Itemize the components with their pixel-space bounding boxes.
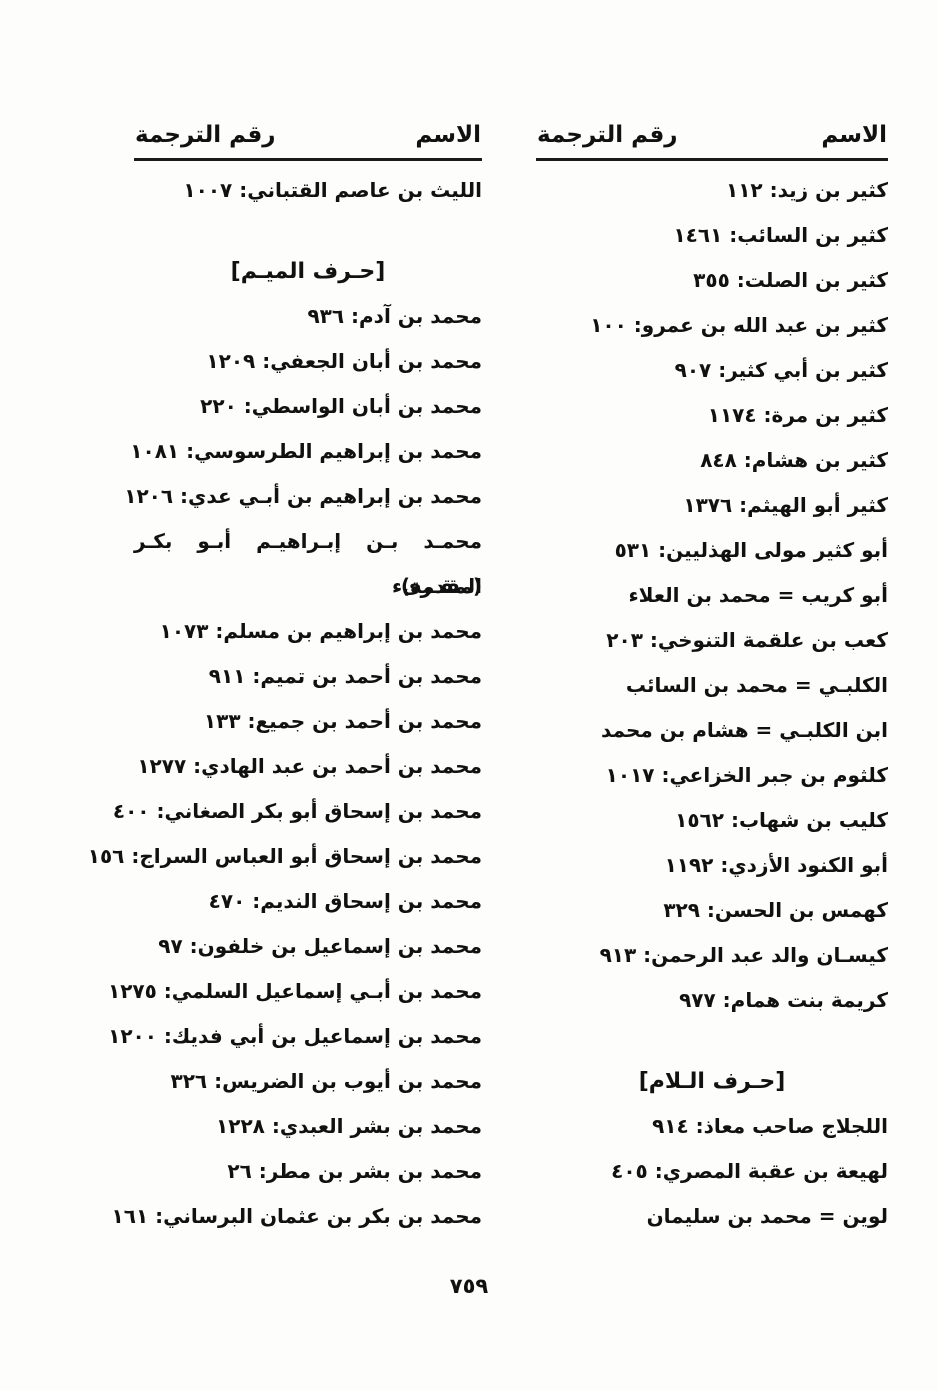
index-entry: كريمة بنت همام: ٩٧٧	[679, 988, 888, 1012]
index-entry: كثير بن مرة: ١١٧٤	[707, 403, 888, 427]
index-entry: اللجلاج صاحب معاذ: ٩١٤	[652, 1114, 888, 1138]
index-entry: أبو كريب = محمد بن العلاء	[628, 583, 888, 607]
index-entry: محمد بن إسماعيل بن أبي فديك: ١٢٠٠	[108, 1024, 482, 1048]
index-entry: كهمس بن الحسن: ٣٢٩	[663, 898, 888, 922]
index-entry: ابن الكلبـي = هشام بن محمد	[601, 718, 888, 742]
index-entry: محمد بن بشر بن مطر: ٢٦	[227, 1159, 482, 1183]
index-entry: الليث بن عاصم القتباني: ١٠٠٧	[183, 178, 482, 202]
name-column-label: الاسم	[821, 122, 887, 148]
index-entry: كليب بن شهاب: ١٥٦٢	[675, 808, 888, 832]
index-entry: محمد بن أحمد بن عبد الهادي: ١٢٧٧	[137, 754, 482, 778]
name-column-label: الاسم	[415, 122, 481, 148]
index-column-left: الاسم رقم الترجمة الليث بن عاصم القتباني…	[87, 122, 482, 1239]
index-entry: كيسـان والد عبد الرحمن: ٩١٣	[599, 943, 888, 967]
entry-list: كثير بن زيد: ١١٢ كثير بن السائب: ١٤٦١ كث…	[536, 161, 888, 1239]
index-entry: محمد بن أبان الجعفي: ١٢٠٩	[206, 349, 482, 373]
header-rule	[536, 158, 888, 161]
index-entry: كثير بن زيد: ١١٢	[726, 178, 888, 202]
index-entry: محمد بن إسحاق أبو العباس السراج: ١٥٦	[87, 844, 482, 868]
column-header: الاسم رقم الترجمة	[134, 122, 482, 158]
index-entry: كعب بن علقمة التنوخي: ٢٠٣	[606, 628, 888, 652]
index-entry: محمد بن أبان الواسطي: ٢٢٠	[200, 394, 482, 418]
index-entry: لهيعة بن عقبة المصري: ٤٠٥	[611, 1159, 888, 1183]
letter-section-heading-mim: [حـرف الميـم]	[230, 259, 386, 284]
index-column-right: الاسم رقم الترجمة كثير بن زيد: ١١٢ كثير …	[536, 122, 888, 1239]
index-entry: محمد بن بكر بن عثمان البرساني: ١٦١	[111, 1204, 482, 1228]
index-entry: محمد بن إسماعيل بن خلفون: ٩٧	[158, 934, 482, 958]
index-entry: الكلبـي = محمد بن السائب	[625, 673, 888, 697]
index-entry: أبو كثير مولى الهذليين: ٥٣١	[614, 538, 888, 562]
index-entry: كثير بن هشام: ٨٤٨	[700, 448, 888, 472]
index-entry: محمد بن إبراهيم بن مسلم: ١٠٧٣	[159, 619, 482, 643]
index-entry: أبو الكنود الأزدي: ١١٩٢	[664, 853, 888, 877]
index-entry: محمد بن إسحاق أبو بكر الصغاني: ٤٠٠	[112, 799, 482, 823]
index-entry: محمد بن أيوب بن الضريس: ٣٢٦	[170, 1069, 482, 1093]
index-entry: محمد بن آدم: ٩٣٦	[307, 304, 482, 328]
index-entry-continuation: (مقدمة)	[400, 574, 482, 598]
letter-section-heading-lam: [حـرف الـلام]	[638, 1069, 786, 1094]
index-entry: كثير بن السائب: ١٤٦١	[673, 223, 888, 247]
entry-number-column-label: رقم الترجمة	[537, 122, 678, 148]
header-rule	[134, 158, 482, 161]
index-entry: محمد بن إبراهيم الطرسوسي: ١٠٨١	[130, 439, 482, 463]
entry-number-column-label: رقم الترجمة	[135, 122, 276, 148]
index-entry: كثير بن عبد الله بن عمرو: ١٠٠	[590, 313, 888, 337]
index-entry: محمد بن أبـي إسماعيل السلمي: ١٢٧٥	[108, 979, 482, 1003]
entry-list: الليث بن عاصم القتباني: ١٠٠٧ [حـرف الميـ…	[87, 161, 482, 1239]
index-entry: كثير بن أبي كثير: ٩٠٧	[674, 358, 888, 382]
index-entry: محمد بن أحمد بن جميع: ١٣٣	[203, 709, 482, 733]
index-entry: محمد بن إسحاق النديم: ٤٧٠	[208, 889, 482, 913]
column-header: الاسم رقم الترجمة	[536, 122, 888, 158]
index-entry: لوين = محمد بن سليمان	[646, 1204, 888, 1228]
index-entry: محمد بن أحمد بن تميم: ٩١١	[208, 664, 482, 688]
page-number: ٧٥٩	[449, 1274, 489, 1298]
index-entry: محمد بن بشر العبدي: ١٢٢٨	[216, 1114, 482, 1138]
index-entry: كثير أبو الهيثم: ١٣٧٦	[683, 493, 888, 517]
index-entry: كثير بن الصلت: ٣٥٥	[693, 268, 888, 292]
index-entry: محمـد بـن إبـراهيـم أبـو بكـر المقـرىء	[134, 529, 482, 598]
index-entry: محمد بن إبراهيم بن أبـي عدي: ١٢٠٦	[124, 484, 482, 508]
index-entry: كلثوم بن جبر الخزاعي: ١٠١٧	[605, 763, 888, 787]
